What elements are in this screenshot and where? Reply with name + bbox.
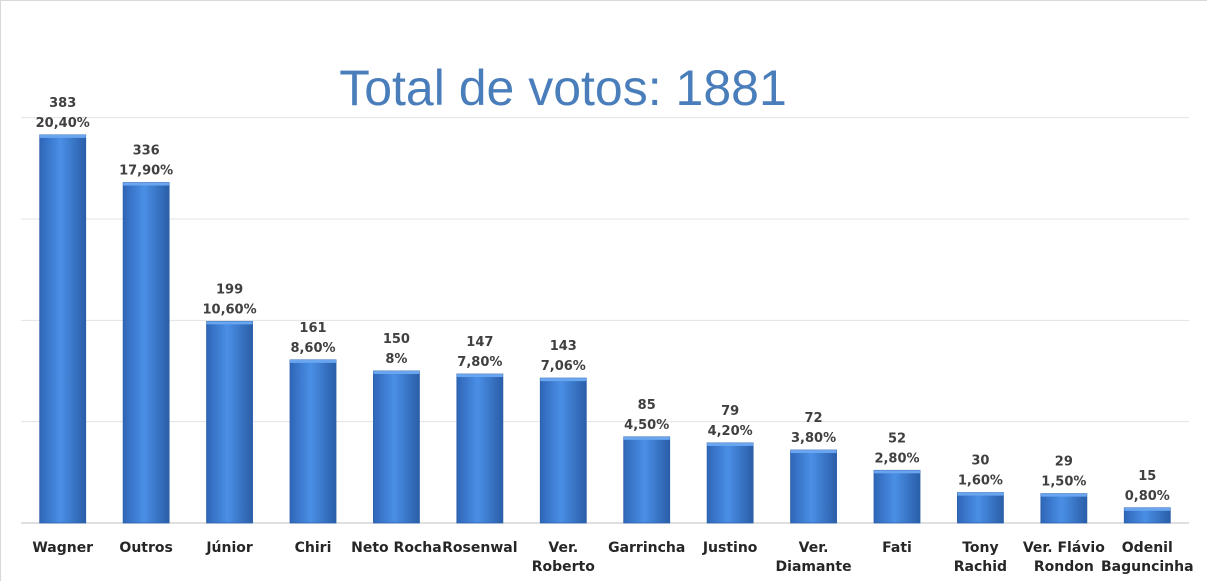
data-label-value: 85 (638, 398, 656, 413)
x-tick-label: Baguncinha (1101, 559, 1194, 575)
bar (957, 492, 1004, 524)
data-label-value: 52 (888, 431, 906, 446)
data-label-value: 161 (299, 321, 326, 336)
data-label-percent: 0,80% (1125, 489, 1170, 504)
bar (289, 359, 337, 524)
data-label-value: 79 (721, 404, 739, 419)
x-tick-label: Wagner (32, 540, 93, 556)
data-label-percent: 8,60% (290, 341, 335, 356)
data-label-percent: 10,60% (202, 302, 256, 317)
data-label-value: 147 (466, 335, 493, 350)
bar-top-highlight (206, 321, 253, 325)
data-label-percent: 7,06% (541, 359, 586, 374)
data-label-value: 199 (216, 282, 243, 297)
x-tick-label: Chiri (295, 540, 332, 556)
bar (373, 370, 420, 524)
x-tick-label: Neto Rocha (351, 540, 442, 556)
bar (706, 442, 754, 524)
bars (39, 134, 1171, 524)
bar-top-highlight (790, 450, 837, 454)
data-label-value: 30 (971, 454, 989, 469)
bar-top-highlight (874, 470, 920, 474)
x-tick-label: Rosenwal (442, 540, 517, 556)
x-axis-labels: Wagner Outros Júnior Chiri Neto Rocha Rosenwa… (32, 540, 1193, 575)
bar-top-highlight (1124, 507, 1171, 511)
data-label-value: 383 (49, 96, 76, 111)
data-label-percent: 1,50% (1041, 475, 1086, 490)
data-label-value: 72 (805, 411, 823, 426)
data-label-percent: 3,80% (791, 431, 836, 446)
bar (873, 469, 921, 524)
bar-top-highlight (1040, 493, 1087, 497)
bar-top-highlight (957, 492, 1004, 496)
x-tick-label: Ver. (548, 540, 578, 556)
data-label-value: 143 (550, 339, 577, 354)
x-tick-label: Ver. Flávio (1023, 540, 1105, 556)
data-label-value: 29 (1055, 455, 1073, 470)
bar (122, 182, 170, 524)
data-label-percent: 8% (385, 352, 407, 367)
data-label-percent: 2,80% (874, 451, 919, 466)
data-label-percent: 4,20% (708, 424, 753, 439)
x-tick-label: Odenil (1122, 540, 1173, 556)
bar-top-highlight (456, 374, 503, 378)
x-tick-label: Roberto (532, 559, 596, 575)
data-labels: 383 20,40% 336 17,90% 199 10,60% 161 8,60% 150 8%… (36, 96, 1170, 504)
x-tick-label: Tony (962, 540, 998, 556)
data-label-value: 150 (383, 332, 410, 347)
chart-title: Total de votos: 1881 (339, 60, 787, 116)
bar-top-highlight (623, 436, 670, 440)
data-label-value: 336 (133, 144, 160, 159)
x-tick-label: Rondon (1034, 559, 1094, 575)
bar (206, 320, 253, 524)
bar (790, 449, 837, 524)
data-label-value: 15 (1138, 469, 1156, 484)
x-tick-label: Garrincha (608, 540, 685, 556)
x-tick-label: Fati (882, 540, 912, 556)
bar (539, 377, 587, 524)
x-tick-label: Outros (119, 540, 172, 556)
data-label-percent: 4,50% (624, 418, 669, 433)
data-label-percent: 17,90% (119, 164, 173, 179)
bar-top-highlight (39, 134, 86, 138)
bar-top-highlight (373, 371, 420, 375)
x-tick-label: Diamante (776, 559, 852, 575)
bar (456, 373, 504, 524)
bar-top-highlight (123, 182, 170, 186)
bar (623, 436, 671, 524)
x-tick-label: Rachid (954, 559, 1007, 575)
data-label-percent: 7,80% (457, 355, 502, 370)
data-label-percent: 1,60% (958, 474, 1003, 489)
gridlines (21, 117, 1189, 524)
x-tick-label: Júnior (205, 540, 253, 556)
bar (1040, 493, 1088, 524)
bar-top-highlight (290, 359, 336, 363)
x-tick-label: Ver. (799, 540, 829, 556)
bar (39, 134, 87, 524)
bar-top-highlight (707, 442, 754, 446)
bar-top-highlight (540, 378, 587, 382)
x-tick-label: Justino (702, 540, 758, 556)
data-label-percent: 20,40% (36, 116, 90, 131)
